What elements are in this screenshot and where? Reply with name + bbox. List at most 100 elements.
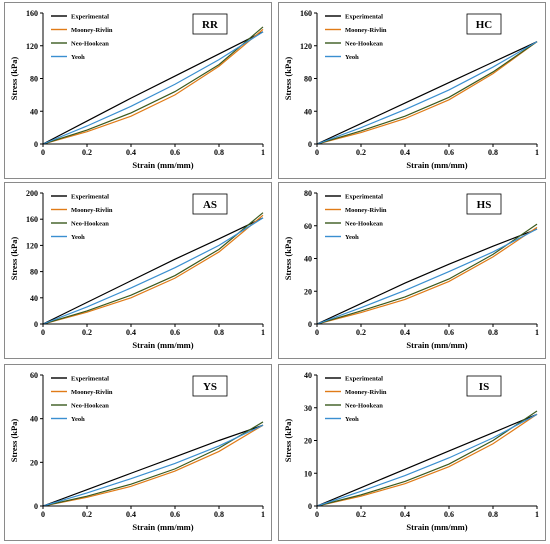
legend-label: Experimental xyxy=(345,13,383,20)
x-tick-label: 0.6 xyxy=(444,148,454,157)
series-line-neo-hookean xyxy=(316,223,538,325)
legend-label: Yeoh xyxy=(345,54,359,61)
y-tick-label: 120 xyxy=(26,241,38,250)
x-tick-label: 0.6 xyxy=(444,328,454,337)
y-tick-label: 160 xyxy=(300,9,312,18)
x-tick-label: 0 xyxy=(41,148,45,157)
legend-label: Neo-Hookean xyxy=(71,402,109,409)
series-line-neo-hookean xyxy=(316,410,538,507)
y-tick-label: 0 xyxy=(34,502,38,511)
x-tick-label: 1 xyxy=(535,148,539,157)
legend-label: Neo-Hookean xyxy=(71,220,109,227)
chart-svg: 0 0.2 0.4 0.6 0.8 1 0 20 40 60 Strain (mm/mm) Stres… xyxy=(9,371,265,532)
legend-label: Experimental xyxy=(71,193,109,200)
y-tick-label: 80 xyxy=(304,75,312,84)
x-tick-label: 0.2 xyxy=(82,148,92,157)
legend-label: Experimental xyxy=(71,13,109,20)
x-tick-label: 0.8 xyxy=(488,510,498,519)
panel-tag-label: AS xyxy=(203,199,217,211)
y-axis-title: Stress (kPa) xyxy=(9,57,19,101)
x-tick-label: 0.6 xyxy=(170,148,180,157)
series-line-mooney-rivlin xyxy=(316,226,538,325)
x-tick-label: 0.8 xyxy=(214,148,224,157)
chart-svg: 0 0.2 0.4 0.6 0.8 1 0 20 40 60 80 Strain (mm/mm) Str… xyxy=(283,189,539,350)
series-line-yeoh xyxy=(42,217,264,325)
legend-label: Mooney-Rivlin xyxy=(345,27,387,34)
series-line-experimental xyxy=(42,31,264,145)
chart-svg: 0 0.2 0.4 0.6 0.8 1 0 40 80 120 160 Strain (mm/mm) S… xyxy=(9,9,265,170)
x-tick-label: 0.2 xyxy=(356,510,366,519)
y-tick-label: 0 xyxy=(34,320,38,329)
x-tick-label: 0.8 xyxy=(488,148,498,157)
x-tick-label: 0 xyxy=(315,328,319,337)
x-tick-label: 0.8 xyxy=(488,328,498,337)
y-tick-label: 30 xyxy=(304,404,312,413)
y-axis-title: Stress (kPa) xyxy=(283,237,293,281)
x-tick-label: 0 xyxy=(315,510,319,519)
series-line-neo-hookean xyxy=(316,41,538,145)
legend-label: Mooney-Rivlin xyxy=(71,389,113,396)
y-tick-label: 40 xyxy=(30,415,38,424)
chart-svg: 0 0.2 0.4 0.6 0.8 1 0 40 80 120 160 200 Strain (mm/m… xyxy=(9,189,265,350)
y-tick-label: 120 xyxy=(26,42,38,51)
y-tick-label: 160 xyxy=(26,9,38,18)
y-tick-label: 40 xyxy=(304,255,312,264)
x-tick-label: 0.2 xyxy=(82,328,92,337)
chart-panel-hc: 0 0.2 0.4 0.6 0.8 1 0 40 80 120 160 Strain (mm/mm) S… xyxy=(278,2,546,179)
legend-label: Experimental xyxy=(71,375,109,382)
series-line-mooney-rivlin xyxy=(316,413,538,507)
chart-panel-ys: 0 0.2 0.4 0.6 0.8 1 0 20 40 60 Strain (mm/mm) Stres… xyxy=(4,364,272,541)
legend-label: Yeoh xyxy=(345,416,359,423)
x-axis-title: Strain (mm/mm) xyxy=(406,340,467,350)
series-line-yeoh xyxy=(42,31,264,145)
x-tick-label: 0.4 xyxy=(400,510,410,519)
x-tick-label: 0.6 xyxy=(444,510,454,519)
legend-label: Yeoh xyxy=(71,54,85,61)
y-tick-label: 0 xyxy=(34,140,38,149)
x-tick-label: 0.2 xyxy=(356,148,366,157)
y-tick-label: 40 xyxy=(304,107,312,116)
y-tick-label: 40 xyxy=(30,107,38,116)
x-axis-title: Strain (mm/mm) xyxy=(132,340,193,350)
legend-label: Mooney-Rivlin xyxy=(345,389,387,396)
panel-tag-label: RR xyxy=(202,19,219,31)
y-tick-label: 120 xyxy=(300,42,312,51)
x-tick-label: 0 xyxy=(41,510,45,519)
panel-tag-label: HC xyxy=(476,19,493,31)
panel-tag-box xyxy=(466,375,502,397)
panel-tag-box xyxy=(466,13,502,35)
y-tick-label: 200 xyxy=(26,189,38,198)
y-axis-title: Stress (kPa) xyxy=(9,419,19,463)
x-tick-label: 1 xyxy=(261,328,265,337)
y-tick-label: 160 xyxy=(26,215,38,224)
x-tick-label: 1 xyxy=(261,148,265,157)
legend-label: Mooney-Rivlin xyxy=(71,207,113,214)
series-line-mooney-rivlin xyxy=(42,214,264,325)
y-axis-title: Stress (kPa) xyxy=(283,419,293,463)
series-line-experimental xyxy=(316,41,538,145)
y-tick-label: 40 xyxy=(304,371,312,380)
chart-panel-as: 0 0.2 0.4 0.6 0.8 1 0 40 80 120 160 200 Strain (mm/m… xyxy=(4,182,272,359)
panel-tag-label: IS xyxy=(479,381,489,393)
series-line-mooney-rivlin xyxy=(42,424,264,507)
panel-tag-label: YS xyxy=(203,381,217,393)
y-tick-label: 40 xyxy=(30,294,38,303)
legend-label: Neo-Hookean xyxy=(345,402,383,409)
y-tick-label: 20 xyxy=(30,458,38,467)
x-tick-label: 1 xyxy=(261,510,265,519)
x-tick-label: 0 xyxy=(41,328,45,337)
legend-label: Neo-Hookean xyxy=(71,40,109,47)
series-line-mooney-rivlin xyxy=(42,28,264,145)
legend-label: Experimental xyxy=(345,375,383,382)
series-line-yeoh xyxy=(316,228,538,325)
chart-panel-rr: 0 0.2 0.4 0.6 0.8 1 0 40 80 120 160 Strain (mm/mm) S… xyxy=(4,2,272,179)
x-tick-label: 0.2 xyxy=(356,328,366,337)
x-tick-label: 0.6 xyxy=(170,510,180,519)
y-tick-label: 60 xyxy=(30,371,38,380)
legend-label: Yeoh xyxy=(71,234,85,241)
series-line-experimental xyxy=(42,424,264,507)
x-tick-label: 0.6 xyxy=(170,328,180,337)
legend-label: Neo-Hookean xyxy=(345,40,383,47)
y-tick-label: 10 xyxy=(304,469,312,478)
